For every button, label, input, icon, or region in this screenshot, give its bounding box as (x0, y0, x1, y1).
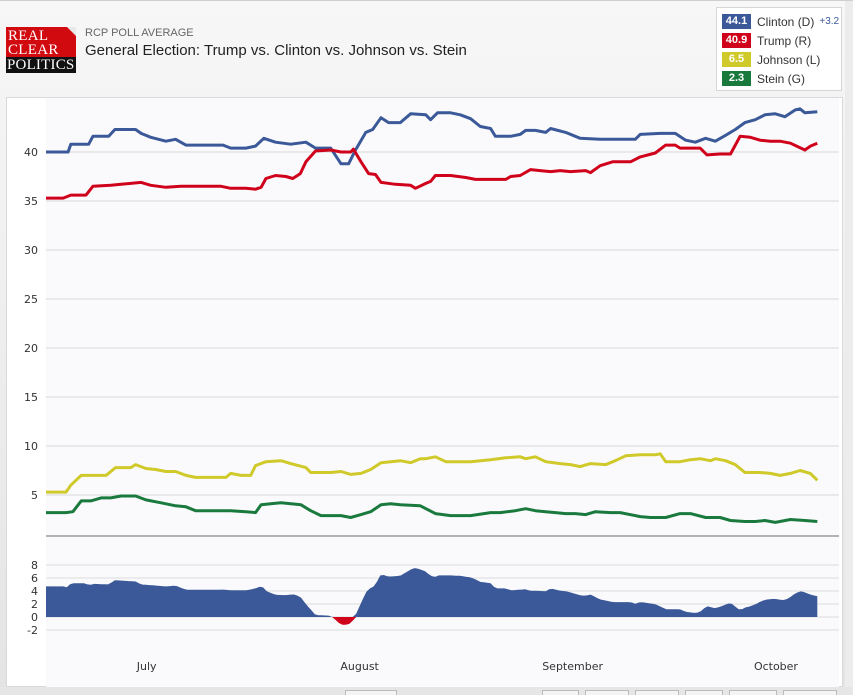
main-plot-background (46, 98, 839, 536)
legend: 44.1 Clinton (D) +3.2 40.9 Trump (R) 6.5… (716, 7, 842, 91)
series-line-clinton (46, 107, 818, 166)
range-button[interactable] (542, 690, 579, 695)
y-tick-label: 20 (24, 342, 38, 355)
series-line-stein (46, 494, 818, 524)
chart-area[interactable]: 5 10 15 20 25 30 35 40 -2 0 2 4 6 8 July August Septembe… (6, 97, 844, 688)
range-button[interactable] (685, 690, 723, 695)
legend-item-johnson[interactable]: 6.5 Johnson (L) (722, 50, 841, 69)
x-month-label: August (340, 660, 379, 673)
x-month-label: July (136, 660, 157, 673)
legend-value: 40.9 (722, 33, 751, 48)
spread-area-clinton (46, 568, 818, 617)
y-tick-label: 25 (24, 293, 38, 306)
spread-tick-label: 0 (31, 611, 38, 624)
y-tick-label: 30 (24, 244, 38, 257)
spread-tick-label: 2 (31, 598, 38, 611)
logo-word-clear: CLEAR (8, 42, 59, 58)
page-scrollbar[interactable] (845, 1, 853, 695)
legend-value: 44.1 (722, 14, 751, 29)
y-tick-label: 40 (24, 146, 38, 159)
legend-spread: +3.2 (819, 16, 840, 27)
y-tick-label: 10 (24, 440, 38, 453)
range-button[interactable] (585, 690, 629, 695)
legend-item-clinton[interactable]: 44.1 Clinton (D) +3.2 (722, 12, 841, 31)
chart-title: General Election: Trump vs. Clinton vs. … (85, 42, 467, 59)
legend-item-stein[interactable]: 2.3 Stein (G) (722, 69, 841, 88)
series-line-johnson (46, 452, 819, 494)
range-button[interactable] (783, 690, 837, 695)
legend-value: 2.3 (722, 71, 751, 86)
legend-label: Clinton (D) (757, 14, 815, 29)
spread-tick-label: 4 (31, 585, 38, 598)
legend-label: Johnson (L) (757, 52, 821, 67)
range-button[interactable] (635, 690, 679, 695)
legend-label: Stein (G) (757, 71, 806, 86)
chart-subtitle: RCP POLL AVERAGE (85, 27, 194, 39)
spread-tick-label: 6 (31, 572, 38, 585)
range-button[interactable] (729, 690, 777, 695)
x-month-label: September (542, 660, 603, 673)
logo-corner-fold (67, 27, 76, 36)
x-month-label: October (754, 660, 798, 673)
spread-tick-label: -2 (27, 624, 38, 637)
legend-value: 6.5 (722, 52, 751, 67)
y-tick-label: 35 (24, 195, 38, 208)
range-button[interactable] (345, 690, 397, 695)
y-tick-label: 5 (31, 489, 38, 502)
spread-tick-label: 8 (31, 559, 38, 572)
logo-word-politics: POLITICS (6, 57, 76, 73)
range-selector-bar (0, 687, 853, 695)
series-line-trump (46, 134, 818, 200)
rcp-logo[interactable]: REAL CLEAR POLITICS (6, 27, 76, 73)
logo-word-real: REAL (8, 28, 49, 44)
legend-label: Trump (R) (757, 33, 812, 48)
y-tick-label: 15 (24, 391, 38, 404)
legend-item-trump[interactable]: 40.9 Trump (R) (722, 31, 841, 50)
